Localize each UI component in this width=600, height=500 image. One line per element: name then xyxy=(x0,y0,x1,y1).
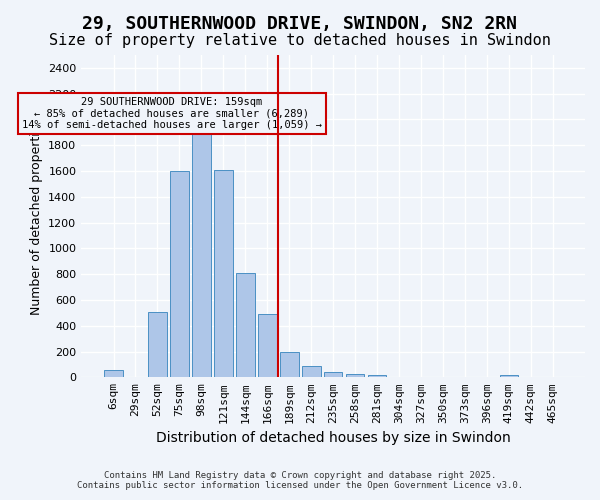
Bar xyxy=(148,312,167,378)
Bar xyxy=(302,366,320,378)
Text: 29, SOUTHERNWOOD DRIVE, SWINDON, SN2 2RN: 29, SOUTHERNWOOD DRIVE, SWINDON, SN2 2RN xyxy=(83,15,517,33)
Bar xyxy=(368,376,386,378)
Bar xyxy=(170,171,189,378)
Bar xyxy=(500,374,518,378)
Bar xyxy=(324,372,343,378)
Bar xyxy=(258,314,277,378)
Text: Contains HM Land Registry data © Crown copyright and database right 2025.
Contai: Contains HM Land Registry data © Crown c… xyxy=(77,470,523,490)
Y-axis label: Number of detached properties: Number of detached properties xyxy=(29,118,43,314)
Bar xyxy=(192,124,211,378)
Bar xyxy=(236,273,254,378)
Text: Size of property relative to detached houses in Swindon: Size of property relative to detached ho… xyxy=(49,32,551,48)
Text: 29 SOUTHERNWOOD DRIVE: 159sqm
← 85% of detached houses are smaller (6,289)
14% o: 29 SOUTHERNWOOD DRIVE: 159sqm ← 85% of d… xyxy=(22,97,322,130)
Bar xyxy=(280,352,299,378)
Bar xyxy=(104,370,123,378)
X-axis label: Distribution of detached houses by size in Swindon: Distribution of detached houses by size … xyxy=(156,431,511,445)
Bar xyxy=(346,374,364,378)
Bar xyxy=(214,170,233,378)
